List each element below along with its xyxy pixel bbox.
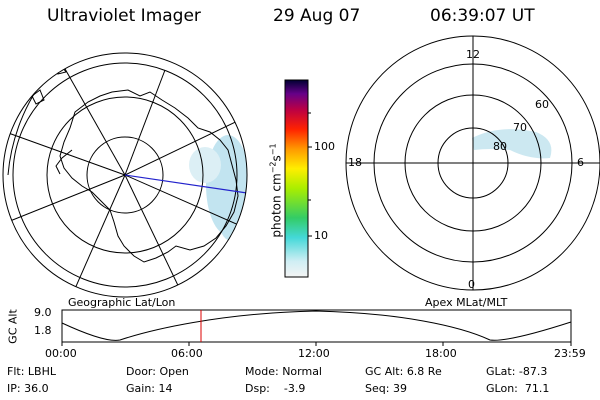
satellite-track xyxy=(124,174,247,194)
colorbar-tick-10: 10 xyxy=(314,229,328,242)
altitude-tick-high: 9.0 xyxy=(34,306,52,319)
mlt-label-12: 12 xyxy=(466,48,480,61)
glon-info: GLon: 71.1 xyxy=(486,382,550,395)
gain-value: 14 xyxy=(158,382,173,395)
mlt-label-6: 6 xyxy=(577,156,584,169)
colorbar-ticks xyxy=(308,112,312,237)
ip-value: 36.0 xyxy=(24,382,49,395)
filter-value: LBHL xyxy=(27,365,56,378)
filter-info: Flt: LBHL xyxy=(7,365,56,378)
colorbar xyxy=(284,79,309,278)
magnetic-polar-plot xyxy=(345,35,600,291)
gc-alt-info: GC Alt: 6.8 Re xyxy=(365,365,442,378)
mlt-label-0: 0 xyxy=(468,278,475,291)
time-label: 06:39:07 UT xyxy=(430,6,535,26)
seq-value: 39 xyxy=(392,382,407,395)
gc-alt-value: 6.8 Re xyxy=(406,365,442,378)
door-value: Open xyxy=(159,365,189,378)
mlat-label-60: 60 xyxy=(535,98,549,111)
altitude-plot xyxy=(61,309,572,346)
time-tick-2359: 23:59 xyxy=(554,347,586,360)
mode-info: Mode: Normal xyxy=(245,365,322,378)
glon-value: 71.1 xyxy=(524,382,550,395)
date-label: 29 Aug 07 xyxy=(273,6,361,26)
altitude-curve xyxy=(61,310,572,341)
left-panel-caption: Geographic Lat/Lon xyxy=(68,296,176,309)
left-panel-border xyxy=(2,52,248,298)
altitude-tick-low: 1.8 xyxy=(34,324,52,337)
time-tick-1200: 12:00 xyxy=(298,347,330,360)
dsp-value: -3.9 xyxy=(283,382,306,395)
mlat-label-80: 80 xyxy=(493,140,507,153)
mlt-label-18: 18 xyxy=(348,156,362,169)
ip-info: IP: 36.0 xyxy=(7,382,49,395)
geographic-map xyxy=(3,53,247,297)
gain-info: Gain: 14 xyxy=(126,382,173,395)
colorbar-tick-100: 100 xyxy=(314,140,335,153)
time-tick-0600: 06:00 xyxy=(171,347,203,360)
aurora-emission-left xyxy=(189,135,247,241)
instrument-title: Ultraviolet Imager xyxy=(47,6,201,26)
mlat-label-70: 70 xyxy=(513,121,527,134)
dsp-info: Dsp: -3.9 xyxy=(245,382,306,395)
antarctica-coastline xyxy=(59,89,239,263)
aurora-emission-right xyxy=(472,129,552,159)
meridian-lines xyxy=(3,59,247,297)
door-info: Door: Open xyxy=(126,365,189,378)
time-tick-1800: 18:00 xyxy=(425,347,457,360)
colorbar-unit-label: photon cm−2s−1 xyxy=(268,143,284,238)
mode-value: Normal xyxy=(282,365,322,378)
glat-value: -87.3 xyxy=(518,365,548,378)
seq-info: Seq: 39 xyxy=(365,382,407,395)
altitude-axis-title: GC Alt xyxy=(6,309,20,344)
glat-info: GLat: -87.3 xyxy=(486,365,548,378)
latitude-circles xyxy=(3,53,238,288)
right-panel-caption: Apex MLat/MLT xyxy=(425,296,508,309)
time-tick-0000: 00:00 xyxy=(45,347,77,360)
